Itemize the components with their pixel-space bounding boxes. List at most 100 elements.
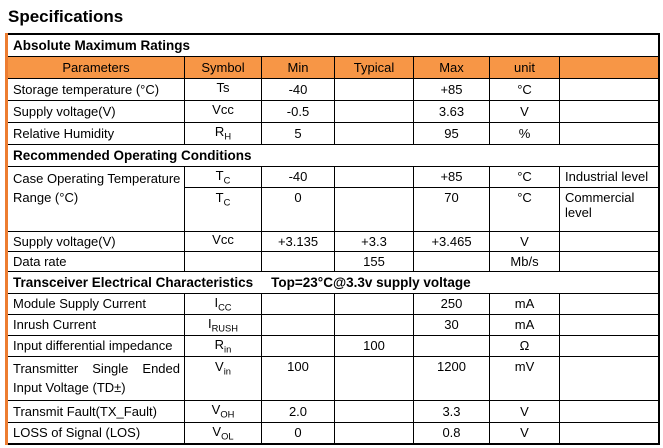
note-cell <box>558 77 660 101</box>
page-title: Specifications <box>8 7 124 26</box>
max-cell: +85 <box>413 77 490 101</box>
max-cell: 30 <box>413 313 490 336</box>
typical-cell <box>334 355 414 401</box>
column-header-parameters: Parameters <box>6 55 185 79</box>
min-cell: -40 <box>261 165 335 188</box>
max-cell <box>413 334 490 357</box>
min-cell <box>261 292 335 315</box>
table-row: Data rate 155 Mb/s <box>6 250 660 272</box>
note-cell <box>558 292 660 315</box>
min-cell <box>261 334 335 357</box>
min-cell: 2.0 <box>261 399 335 423</box>
table-row: Transmit Fault(TX_Fault) VOH 2.0 3.3 V <box>6 399 660 423</box>
unit-cell: °C <box>489 165 560 188</box>
typical-cell <box>334 421 414 445</box>
note-cell <box>558 230 660 252</box>
max-cell: +3.465 <box>413 230 490 252</box>
symbol-cell: RH <box>184 121 262 145</box>
min-cell: -0.5 <box>261 99 335 123</box>
min-cell <box>261 313 335 336</box>
max-cell: 1200 <box>413 355 490 401</box>
max-cell: 70 <box>413 186 490 232</box>
unit-cell: mA <box>489 313 560 336</box>
param-cell: LOSS of Signal (LOS) <box>6 421 185 445</box>
table-row: Relative Humidity RH 5 95 % <box>6 121 660 145</box>
section-condition-note: Top=23°C@3.3v supply voltage <box>271 274 471 290</box>
min-cell: -40 <box>261 77 335 101</box>
typical-cell <box>334 313 414 336</box>
column-header-max: Max <box>413 55 490 79</box>
max-cell: 250 <box>413 292 490 315</box>
specifications-table: Absolute Maximum Ratings Parameters Symb… <box>5 33 660 445</box>
typical-cell <box>334 77 414 101</box>
min-cell: 100 <box>261 355 335 401</box>
unit-cell: mA <box>489 292 560 315</box>
table-row: Input differential impedance Rin 100 Ω <box>6 334 660 357</box>
min-cell: 5 <box>261 121 335 145</box>
symbol-cell: VOH <box>184 399 262 423</box>
symbol-cell: Vin <box>184 355 262 401</box>
symbol-cell: IRUSH <box>184 313 262 336</box>
table-row: TC 0 70 °C Commercial level <box>7 186 660 232</box>
column-header-extra <box>558 55 660 79</box>
note-cell: Commercial level <box>558 186 660 232</box>
unit-cell: V <box>489 421 560 445</box>
typical-cell <box>334 292 414 315</box>
typical-cell <box>334 399 414 423</box>
section-title: Transceiver Electrical Characteristics To… <box>5 270 660 294</box>
note-cell <box>558 334 660 357</box>
column-header-min: Min <box>261 55 335 79</box>
min-cell <box>261 250 335 272</box>
symbol-cell: Rin <box>184 334 262 357</box>
table-row: Supply voltage(V) Vcc -0.5 3.63 V <box>6 99 660 123</box>
symbol-cell: Vcc <box>184 230 262 252</box>
symbol-cell <box>184 250 262 272</box>
column-header-symbol: Symbol <box>184 55 262 79</box>
unit-cell: % <box>489 121 560 145</box>
note-cell <box>558 399 660 423</box>
section-row-absolute-maximum-ratings: Absolute Maximum Ratings <box>5 33 660 57</box>
symbol-cell: ICC <box>184 292 262 315</box>
table-row: Case Operating Temperature Range (°C) TC… <box>6 165 660 232</box>
unit-cell: Ω <box>489 334 560 357</box>
typical-cell: 100 <box>334 334 414 357</box>
min-cell: +3.135 <box>261 230 335 252</box>
table-row: LOSS of Signal (LOS) VOL 0 0.8 V <box>6 421 660 445</box>
typical-cell: +3.3 <box>334 230 414 252</box>
param-cell: Module Supply Current <box>6 292 185 315</box>
section-row-transceiver-electrical-characteristics: Transceiver Electrical Characteristics To… <box>5 270 660 294</box>
max-cell: 3.3 <box>413 399 490 423</box>
max-cell: +85 <box>413 165 490 188</box>
typical-cell <box>334 165 414 188</box>
table-row: Inrush Current IRUSH 30 mA <box>6 313 660 336</box>
param-cell: Transmit Fault(TX_Fault) <box>6 399 185 423</box>
unit-cell: V <box>489 399 560 423</box>
param-cell: Case Operating Temperature Range (°C) <box>6 165 185 232</box>
table-row: Transmitter Single Ended Input Voltage (… <box>6 355 660 401</box>
unit-cell: Mb/s <box>489 250 560 272</box>
max-cell: 0.8 <box>413 421 490 445</box>
unit-cell: °C <box>489 186 560 232</box>
section-row-recommended-operating-conditions: Recommended Operating Conditions <box>5 143 660 167</box>
unit-cell: mV <box>489 355 560 401</box>
typical-cell <box>334 186 414 232</box>
unit-cell: V <box>489 99 560 123</box>
note-cell <box>558 99 660 123</box>
param-cell: Storage temperature (°C) <box>6 77 185 101</box>
symbol-cell: Vcc <box>184 99 262 123</box>
table-row: Module Supply Current ICC 250 mA <box>6 292 660 315</box>
typical-cell: 155 <box>334 250 414 272</box>
min-cell: 0 <box>261 421 335 445</box>
param-cell: Input differential impedance <box>6 334 185 357</box>
param-cell: Inrush Current <box>6 313 185 336</box>
min-cell: 0 <box>261 186 335 232</box>
typical-cell <box>334 99 414 123</box>
symbol-cell: TC <box>184 186 262 232</box>
note-cell <box>558 355 660 401</box>
symbol-cell: TC <box>184 165 262 188</box>
note-cell <box>558 421 660 445</box>
param-cell: Supply voltage(V) <box>6 230 185 252</box>
note-cell <box>558 313 660 336</box>
param-cell: Supply voltage(V) <box>6 99 185 123</box>
